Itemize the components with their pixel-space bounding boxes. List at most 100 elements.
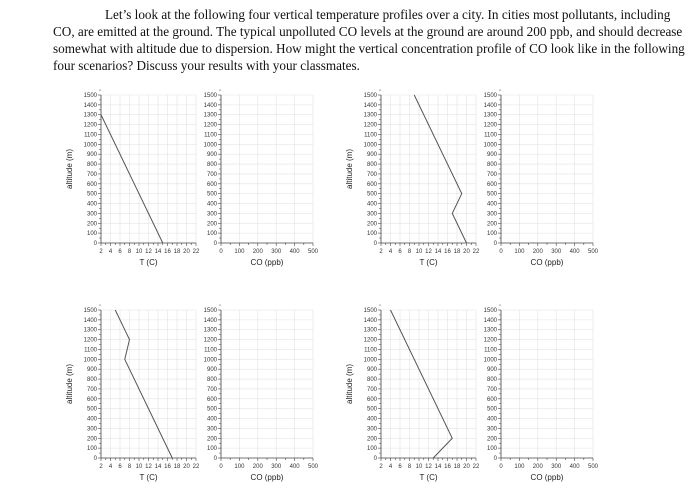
y-tick-label: 1300 [204, 113, 218, 119]
y-tick-label: 1100 [484, 132, 498, 138]
y-tick-label: 400 [487, 202, 498, 208]
y-tick-label: 1300 [484, 328, 498, 334]
y-tick-label: 1100 [84, 347, 98, 353]
x-tick-label: 8 [408, 464, 412, 470]
chart-5: 0 100 200 300 400 500 600 700 800 900 1000 1100 1200… [65, 304, 200, 482]
x-tick-label: 4 [109, 464, 113, 470]
x-tick-label: 0 [219, 464, 223, 470]
y-tick-label: 400 [487, 417, 498, 423]
x-axis-label: T (C) [419, 258, 437, 267]
y-tick-label: 1300 [84, 113, 98, 119]
x-tick-label: 4 [109, 249, 113, 255]
intro-text: Let’s look at the following four vertica… [53, 7, 685, 73]
y-tick-label: 0 [214, 241, 218, 247]
y-tick-label: 500 [207, 192, 218, 198]
x-tick-label: 300 [551, 464, 562, 470]
y-axis-label: altitude (m) [345, 364, 354, 404]
x-tick-label: 4 [389, 249, 393, 255]
y-tick-label: 700 [367, 172, 378, 178]
x-tick-label: 6 [118, 464, 122, 470]
y-tick-label: 600 [367, 397, 378, 403]
y-tick-label: 500 [87, 407, 98, 413]
y-tick-label: 400 [367, 202, 378, 208]
x-axis-label: CO (ppb) [251, 258, 284, 267]
x-tick-label: 200 [253, 249, 264, 255]
y-tick-label: 300 [487, 426, 498, 432]
y-tick-label: 1100 [364, 132, 378, 138]
chart-2: 0100200300400500600700800900100011001200… [204, 89, 319, 267]
x-tick-label: 400 [290, 249, 301, 255]
chart-4: 0100200300400500600700800900100011001200… [484, 89, 599, 267]
x-tick-label: 20 [183, 464, 190, 470]
y-axis-label: altitude (m) [65, 364, 74, 404]
y-tick-label: 1300 [204, 328, 218, 334]
y-tick-label: 400 [207, 417, 218, 423]
y-tick-label: 1500 [84, 308, 98, 314]
x-tick-label: 10 [416, 464, 423, 470]
y-tick-label: 0 [374, 456, 378, 462]
y-tick-label: 800 [487, 377, 498, 383]
x-tick-label: 14 [435, 464, 442, 470]
x-tick-label: 2 [379, 464, 383, 470]
y-tick-label: 1400 [84, 318, 98, 324]
y-tick-label: 1000 [484, 142, 498, 148]
x-tick-label: 14 [155, 249, 162, 255]
y-tick-label: 1300 [84, 328, 98, 334]
y-tick-label: 900 [87, 152, 98, 158]
y-tick-label: 300 [367, 426, 378, 432]
x-tick-label: 16 [164, 464, 171, 470]
x-tick-label: 6 [398, 464, 402, 470]
x-tick-label: 2 [99, 249, 103, 255]
x-tick-label: 22 [193, 464, 200, 470]
y-tick-label: 1500 [484, 308, 498, 314]
x-tick-label: 14 [155, 464, 162, 470]
y-tick-label: 1000 [204, 142, 218, 148]
x-tick-label: 10 [136, 464, 143, 470]
y-tick-label: 500 [207, 407, 218, 413]
y-tick-label: 400 [87, 202, 98, 208]
chart-7: 0 100 200 300 400 500 600 700 800 900 1000 1100 1200… [345, 304, 480, 482]
y-tick-label: 300 [367, 211, 378, 217]
x-tick-label: 200 [533, 249, 544, 255]
y-tick-label: 1100 [84, 132, 98, 138]
x-axis-label: CO (ppb) [531, 473, 564, 482]
y-tick-label: 100 [367, 231, 378, 237]
y-tick-label: 800 [87, 377, 98, 383]
x-tick-label: 18 [174, 249, 181, 255]
y-tick-label: 300 [87, 426, 98, 432]
y-tick-label: 1300 [364, 113, 378, 119]
x-tick-label: 500 [308, 464, 319, 470]
y-tick-label: 500 [367, 192, 378, 198]
y-tick-label: 600 [87, 182, 98, 188]
y-tick-label: 200 [207, 221, 218, 227]
y-tick-label: 200 [367, 221, 378, 227]
x-tick-label: 100 [234, 464, 245, 470]
x-axis-label: CO (ppb) [531, 258, 564, 267]
y-tick-label: 1400 [364, 318, 378, 324]
x-tick-label: 500 [588, 464, 599, 470]
y-tick-label: 1400 [204, 318, 218, 324]
y-tick-label: 100 [487, 446, 498, 452]
y-tick-label: 700 [207, 387, 218, 393]
x-tick-label: 200 [253, 464, 264, 470]
y-tick-label: 100 [487, 231, 498, 237]
chart-1: 0 100 200 300 400 500 600 700 800 900 1000 1100 1200… [65, 89, 200, 267]
y-tick-label: 1200 [204, 338, 218, 344]
x-tick-label: 0 [499, 464, 503, 470]
x-tick-label: 400 [290, 464, 301, 470]
x-tick-label: 10 [416, 249, 423, 255]
y-tick-label: 1500 [364, 308, 378, 314]
y-tick-label: 100 [207, 231, 218, 237]
y-tick-label: 1000 [364, 357, 378, 363]
y-tick-label: 1400 [484, 318, 498, 324]
y-tick-label: 300 [207, 211, 218, 217]
y-axis-label: altitude (m) [65, 149, 74, 189]
y-tick-label: 1500 [204, 308, 218, 314]
y-tick-label: 1400 [84, 103, 98, 109]
x-tick-label: 16 [444, 249, 451, 255]
x-tick-label: 18 [454, 249, 461, 255]
y-tick-label: 200 [487, 221, 498, 227]
chart-3: 0 100 200 300 400 500 600 700 800 900 1000 1100 1200… [345, 89, 480, 267]
y-tick-label: 500 [87, 192, 98, 198]
y-tick-label: 600 [487, 397, 498, 403]
